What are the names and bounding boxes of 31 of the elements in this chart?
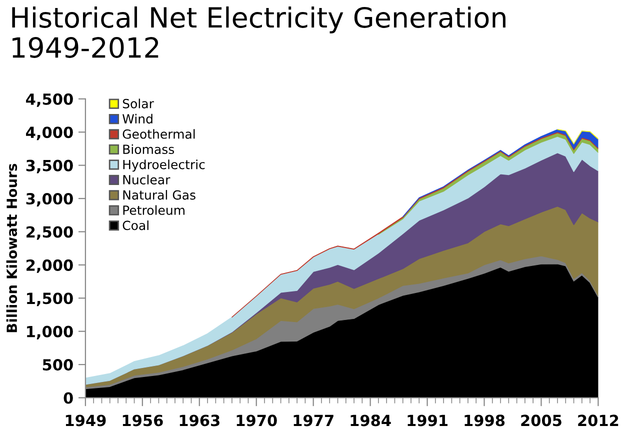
y-tick-label: 3,000 xyxy=(26,192,73,206)
x-tick-label: 1956 xyxy=(122,414,163,426)
x-tick-label: 1970 xyxy=(236,414,277,426)
y-tick-label: 2,500 xyxy=(26,226,73,240)
legend-label: Natural Gas xyxy=(123,190,196,200)
y-tick-label: 3,500 xyxy=(26,160,73,174)
legend-label: Geothermal xyxy=(122,129,195,139)
x-tick-label: 1977 xyxy=(294,414,334,426)
x-tick-label: 2005 xyxy=(521,414,562,426)
y-tick-label: 1,500 xyxy=(27,292,73,306)
x-tick-label: 2012 xyxy=(578,414,618,426)
legend-label: Wind xyxy=(122,114,152,124)
x-tick-label: 1998 xyxy=(464,414,505,426)
legend-label: Nuclear xyxy=(123,174,170,184)
y-tick-label: 0 xyxy=(64,392,73,404)
x-tick-label: 1991 xyxy=(408,414,448,426)
legend-label: Biomass xyxy=(123,144,174,154)
y-tick-label: 4,000 xyxy=(26,126,73,140)
chart-title: Historical Net Electricity Generation 1949-2012 xyxy=(12,6,506,58)
legend-label: Petroleum xyxy=(123,205,184,215)
legend-label: Hydroelectric xyxy=(123,160,205,172)
legend-label: Coal xyxy=(122,220,148,230)
x-tick-label: 1963 xyxy=(180,414,220,426)
y-axis-title: Billion Kilowatt Hours xyxy=(6,164,18,332)
y-tick-label: 1,000 xyxy=(27,326,73,340)
legend-label: Solar xyxy=(122,98,154,108)
y-tick-label: 500 xyxy=(42,359,73,371)
y-tick-label: 2,000 xyxy=(26,259,73,273)
y-tick-label: 4,500 xyxy=(26,93,73,107)
x-tick-label: 1984 xyxy=(350,414,391,426)
x-tick-label: 1949 xyxy=(66,414,106,426)
